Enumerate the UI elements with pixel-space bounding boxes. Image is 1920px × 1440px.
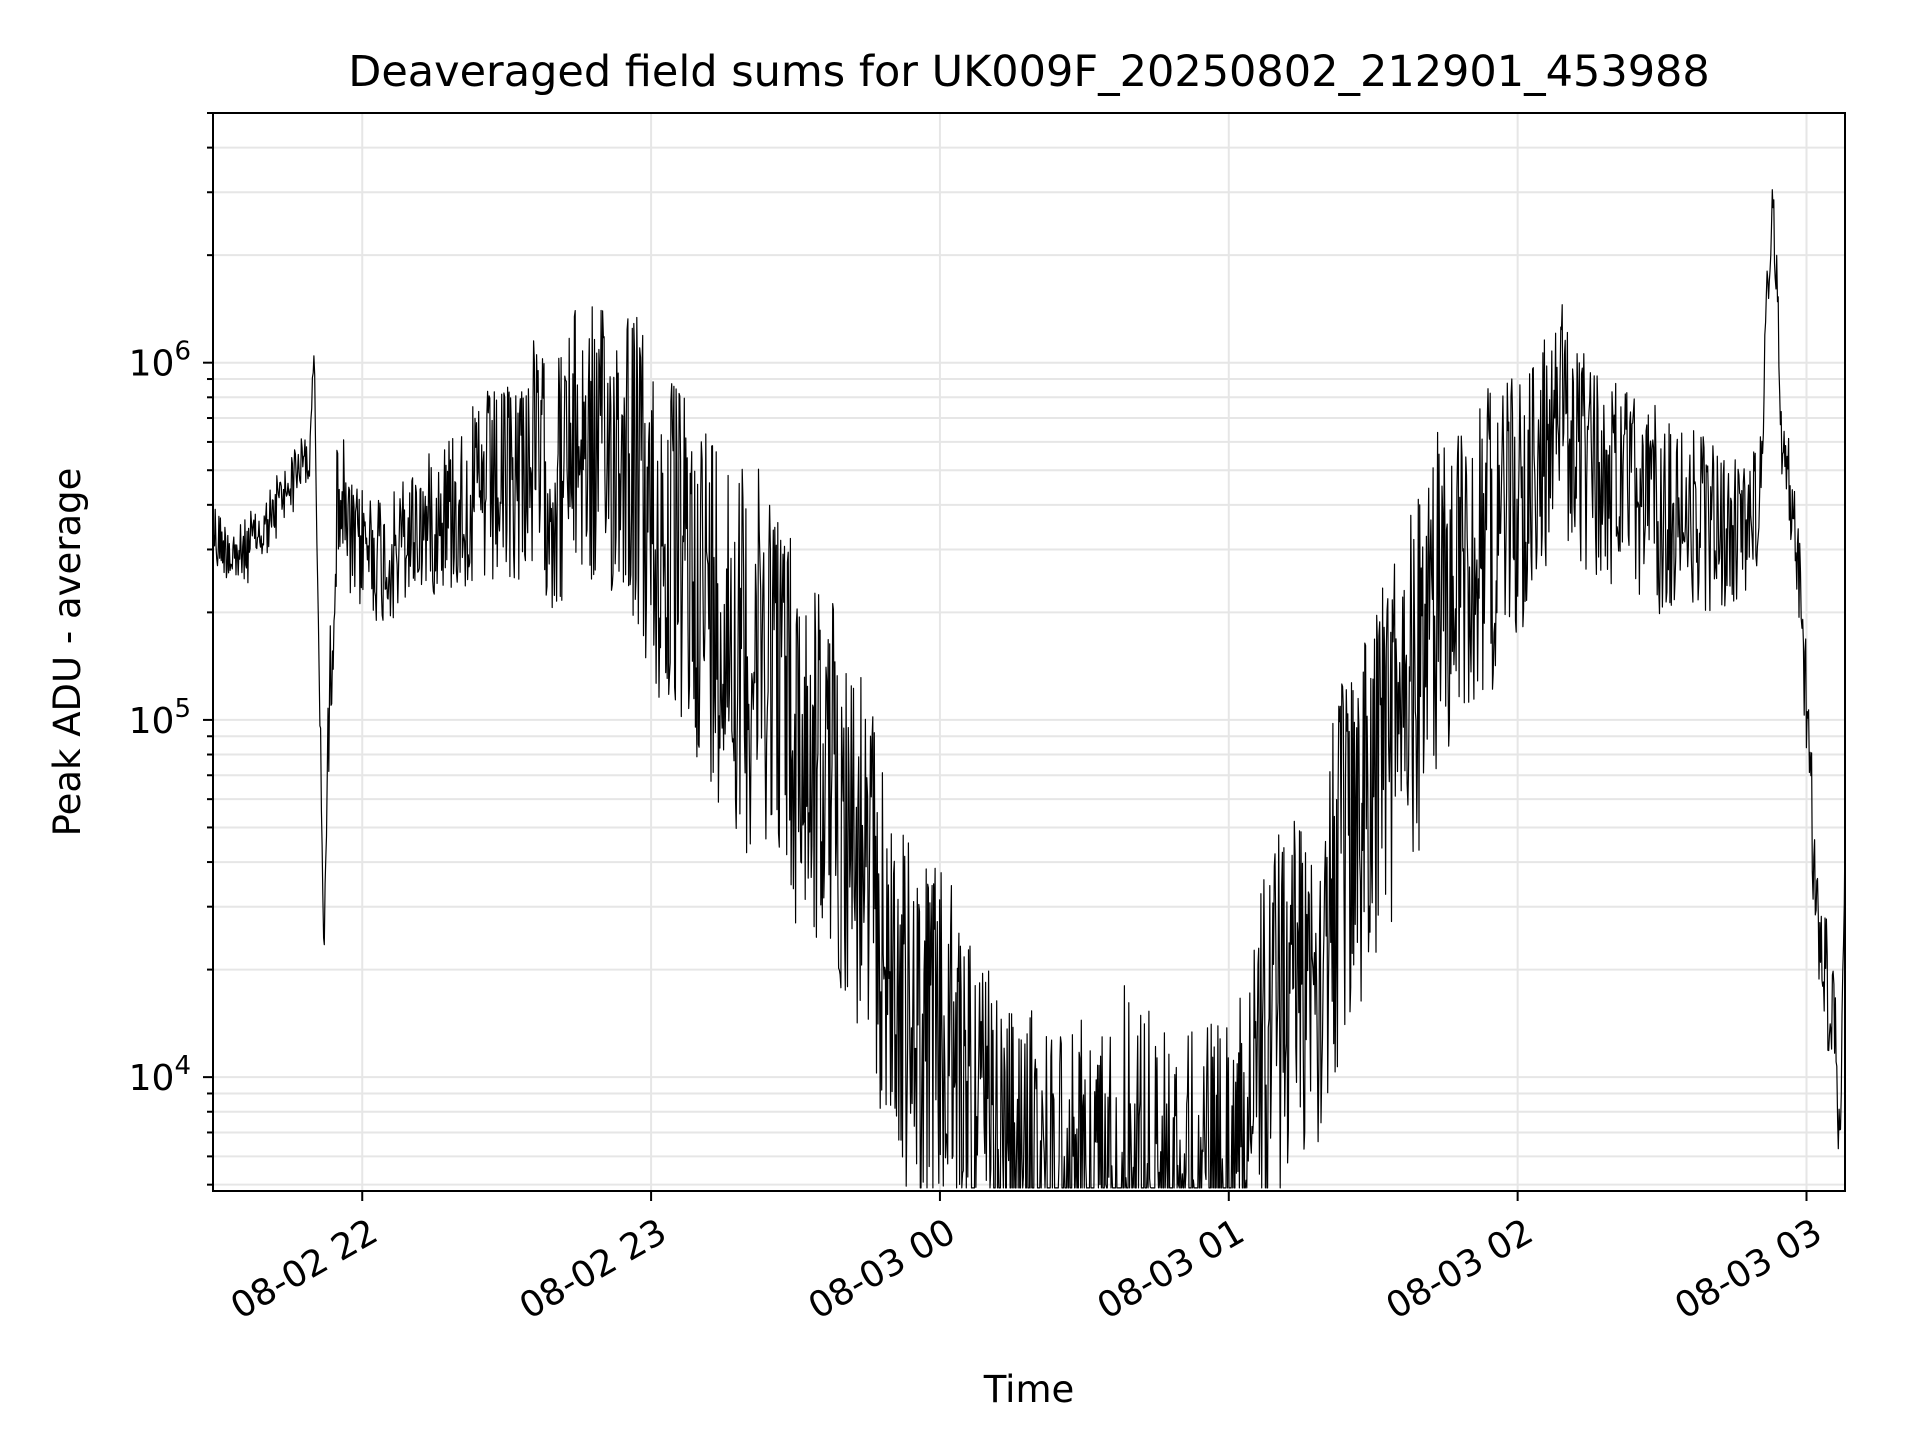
y-tick-label: 104 <box>129 1051 191 1099</box>
series-line <box>212 189 1846 1189</box>
y-tick-label: 106 <box>129 337 191 385</box>
series-line-group <box>212 189 1846 1189</box>
x-axis-label: Time <box>983 1368 1075 1411</box>
y-tick-label: 105 <box>129 694 191 742</box>
chart-title: Deaveraged field sums for UK009F_2025080… <box>348 47 1710 97</box>
plot-frame <box>212 112 1846 1192</box>
gridlines <box>213 112 1845 1191</box>
y-axis-label: Peak ADU - average <box>46 468 89 837</box>
y-axis-ticks: 104 105 106 <box>129 112 213 1186</box>
